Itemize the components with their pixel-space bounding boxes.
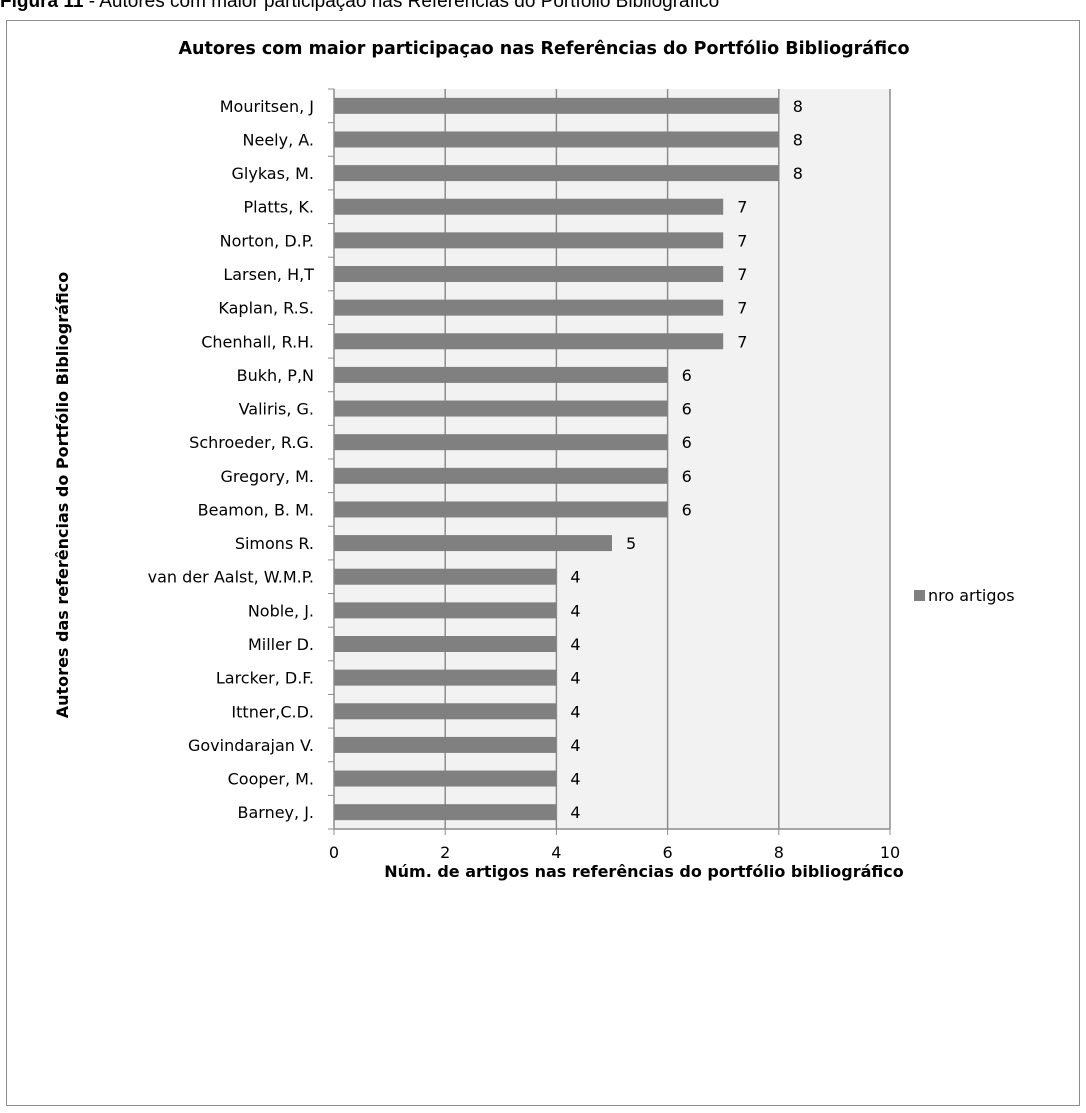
data-label: 4 — [570, 736, 580, 755]
category-label: van der Aalst, W.M.P. — [148, 568, 314, 587]
bar — [334, 266, 724, 282]
bar — [334, 736, 557, 753]
data-label: 5 — [626, 534, 636, 553]
data-label: 4 — [570, 669, 580, 688]
bar — [334, 535, 612, 552]
bar — [334, 198, 724, 215]
data-label: 6 — [682, 400, 692, 419]
axes — [328, 88, 891, 835]
category-label: Govindarajan V. — [188, 736, 314, 755]
category-label: Mouritsen, J — [220, 97, 314, 116]
data-label: 7 — [737, 265, 747, 284]
y-axis-title: Autores das referências do Portfólio Bib… — [53, 272, 72, 718]
data-label: 8 — [793, 97, 803, 116]
bar — [334, 669, 557, 686]
bar — [334, 568, 557, 585]
figure-label: Figura 11 — [0, 0, 84, 12]
bar — [334, 400, 668, 417]
bars — [334, 97, 779, 821]
data-label: 7 — [737, 198, 747, 217]
x-axis-title: Núm. de artigos nas referências do portf… — [384, 862, 903, 881]
category-label: Ittner,C.D. — [231, 702, 314, 721]
data-label: 4 — [570, 635, 580, 654]
bar — [334, 804, 557, 821]
data-label: 4 — [570, 702, 580, 721]
data-label: 6 — [682, 467, 692, 486]
legend: nro artigos — [914, 586, 1015, 605]
category-label: Simons R. — [235, 534, 314, 553]
figure-caption-text: - Autores com maior participação nas Ref… — [83, 0, 720, 12]
category-label: Gregory, M. — [220, 467, 314, 486]
bar — [334, 97, 779, 114]
chart-title: Autores com maior participaçao nas Refer… — [179, 39, 910, 59]
data-label: 8 — [793, 164, 803, 183]
data-label: 4 — [570, 568, 580, 587]
bar — [334, 434, 668, 451]
x-tick-label: 0 — [329, 843, 339, 862]
category-label: Larcker, D.F. — [216, 669, 314, 688]
bar — [334, 501, 668, 518]
category-label: Chenhall, R.H. — [201, 332, 314, 351]
data-label: 4 — [570, 770, 580, 789]
x-tick-label: 6 — [663, 843, 673, 862]
bar — [334, 232, 724, 249]
x-tick-label: 8 — [774, 843, 784, 862]
data-label: 7 — [737, 231, 747, 250]
data-label: 6 — [682, 433, 692, 452]
category-label: Cooper, M. — [228, 770, 314, 789]
category-label: Barney, J. — [237, 803, 314, 822]
bar — [334, 333, 724, 350]
category-label: Noble, J. — [248, 601, 314, 620]
data-label: 4 — [570, 601, 580, 620]
category-label: Larsen, H,T — [223, 265, 314, 284]
x-tick-label: 2 — [440, 843, 450, 862]
bar — [334, 467, 668, 484]
category-label: Norton, D.P. — [220, 231, 314, 250]
category-label: Neely, A. — [243, 130, 315, 149]
bar — [334, 770, 557, 787]
data-label: 8 — [793, 130, 803, 149]
bar — [334, 636, 557, 652]
legend-entry: nro artigos — [928, 586, 1015, 605]
category-label: Bukh, P,N — [237, 366, 314, 385]
data-label: 6 — [682, 366, 692, 385]
category-label: Platts, K. — [243, 198, 314, 217]
x-tick-label: 10 — [880, 843, 900, 862]
bar — [334, 165, 779, 182]
category-label: Kaplan, R.S. — [218, 299, 314, 318]
bar — [334, 703, 557, 720]
legend-swatch — [914, 590, 925, 601]
x-tick-label: 4 — [551, 843, 561, 862]
labels: 0 2 4 6 8 10 8 Mouritsen, J 8 Neely, A. 8 Glykas, M… — [148, 97, 901, 862]
data-label: 6 — [682, 500, 692, 519]
bar — [334, 602, 557, 619]
category-label: Miller D. — [248, 635, 314, 654]
category-label: Valiris, G. — [239, 400, 314, 419]
category-label: Beamon, B. M. — [198, 500, 314, 519]
data-label: 4 — [570, 803, 580, 822]
chart-frame: 0 2 4 6 8 10 8 Mouritsen, J 8 Neely, A. 8 Glykas, M… — [6, 20, 1080, 1106]
bar — [334, 299, 724, 316]
data-label: 7 — [737, 332, 747, 351]
data-label: 7 — [737, 299, 747, 318]
bar-chart: 0 2 4 6 8 10 8 Mouritsen, J 8 Neely, A. 8 Glykas, M… — [53, 39, 1015, 881]
bar — [334, 366, 668, 383]
bar — [334, 131, 779, 148]
figure-caption: Figura 11 - Autores com maior participaç… — [0, 0, 719, 13]
category-label: Glykas, M. — [232, 164, 315, 183]
category-label: Schroeder, R.G. — [189, 433, 314, 452]
